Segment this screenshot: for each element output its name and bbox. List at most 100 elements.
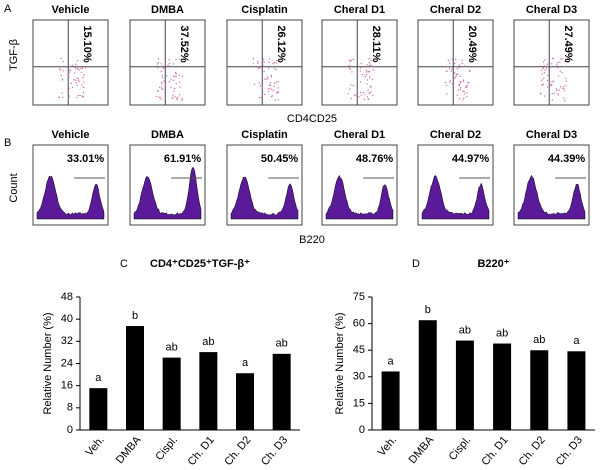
- event-dot: [78, 80, 80, 83]
- event-dot: [61, 78, 64, 80]
- bar: [567, 351, 586, 430]
- histogram: [230, 176, 299, 220]
- event-dot: [370, 59, 372, 61]
- event-dot: [270, 95, 273, 98]
- event-dot: [463, 90, 465, 93]
- event-dot: [168, 65, 170, 67]
- event-dot: [69, 65, 72, 68]
- event-dot: [348, 64, 350, 67]
- event-dot: [173, 90, 175, 92]
- event-dot: [366, 83, 368, 85]
- plot-frame: [321, 19, 398, 106]
- y-tick-label: 40: [61, 313, 73, 325]
- event-dot: [268, 67, 270, 69]
- event-dot: [445, 84, 448, 86]
- event-dot: [175, 75, 178, 77]
- significance-label: ab: [459, 324, 471, 336]
- percentage: 44.97%: [452, 153, 490, 165]
- event-dot: [372, 59, 375, 62]
- event-dot: [546, 79, 549, 82]
- event-dot: [452, 84, 454, 86]
- event-dot: [75, 82, 77, 84]
- event-dot: [448, 67, 451, 70]
- event-dot: [277, 80, 280, 83]
- event-dot: [561, 87, 563, 90]
- event-dot: [542, 83, 544, 86]
- event-dot: [81, 96, 84, 98]
- plot-title: Cheral D2: [430, 129, 481, 141]
- event-dot: [561, 58, 563, 60]
- event-dot: [165, 75, 168, 77]
- panel-label: A: [4, 3, 12, 15]
- event-dot: [367, 71, 370, 73]
- event-dot: [350, 97, 353, 100]
- event-dot: [551, 80, 553, 83]
- event-dot: [176, 98, 179, 101]
- y-tick-label: 75: [353, 291, 365, 303]
- event-dot: [160, 98, 162, 101]
- event-dot: [265, 78, 267, 80]
- event-dot: [61, 79, 64, 81]
- event-dot: [71, 86, 74, 89]
- event-dot: [565, 80, 568, 82]
- histogram: [36, 175, 105, 220]
- event-dot: [273, 85, 275, 87]
- event-dot: [82, 59, 84, 62]
- x-tick-label: Veh.: [84, 434, 107, 459]
- event-dot: [275, 81, 277, 83]
- significance-label: a: [95, 372, 102, 384]
- percentage: 44.39%: [548, 153, 586, 165]
- event-dot: [350, 84, 352, 86]
- x-tick-label: Ch. D1: [186, 434, 217, 468]
- event-dot: [277, 98, 280, 101]
- event-dot: [559, 86, 562, 88]
- event-dot: [356, 72, 359, 74]
- event-dot: [371, 78, 374, 81]
- event-dot: [466, 92, 468, 94]
- event-dot: [261, 95, 263, 97]
- event-dot: [542, 66, 545, 69]
- event-dot: [462, 99, 464, 101]
- significance-label: ab: [276, 338, 288, 350]
- event-dot: [368, 92, 370, 95]
- event-dot: [160, 88, 163, 90]
- y-tick-label: 16: [61, 380, 73, 392]
- event-dot: [58, 96, 61, 98]
- event-dot: [158, 96, 160, 99]
- event-dot: [160, 86, 163, 88]
- event-dot: [455, 66, 457, 68]
- event-dot: [359, 91, 362, 94]
- event-dot: [455, 58, 457, 60]
- x-tick-label: Ch. D2: [222, 434, 253, 468]
- event-dot: [370, 64, 372, 66]
- event-dot: [60, 57, 62, 60]
- event-dot: [262, 58, 265, 60]
- event-dot: [181, 99, 183, 102]
- bar: [418, 320, 437, 430]
- event-dot: [543, 95, 546, 97]
- event-dot: [366, 79, 369, 81]
- event-dot: [257, 62, 259, 64]
- percentage: 61.91%: [164, 153, 202, 165]
- event-dot: [161, 76, 164, 79]
- event-dot: [267, 90, 270, 92]
- event-dot: [79, 67, 82, 70]
- event-dot: [550, 84, 552, 86]
- event-dot: [361, 73, 364, 76]
- significance-label: a: [242, 357, 249, 369]
- event-dot: [258, 82, 260, 84]
- event-dot: [275, 62, 277, 64]
- event-dot: [178, 74, 181, 76]
- event-dot: [161, 83, 163, 85]
- event-dot: [84, 66, 87, 69]
- plot-title: Cheral D3: [526, 4, 577, 16]
- event-dot: [178, 59, 181, 61]
- event-dot: [354, 93, 356, 96]
- event-dot: [555, 89, 558, 92]
- event-dot: [257, 66, 259, 68]
- event-dot: [557, 66, 559, 69]
- event-dot: [168, 62, 171, 65]
- event-dot: [463, 97, 465, 99]
- histogram: [325, 174, 394, 220]
- event-dot: [68, 95, 70, 97]
